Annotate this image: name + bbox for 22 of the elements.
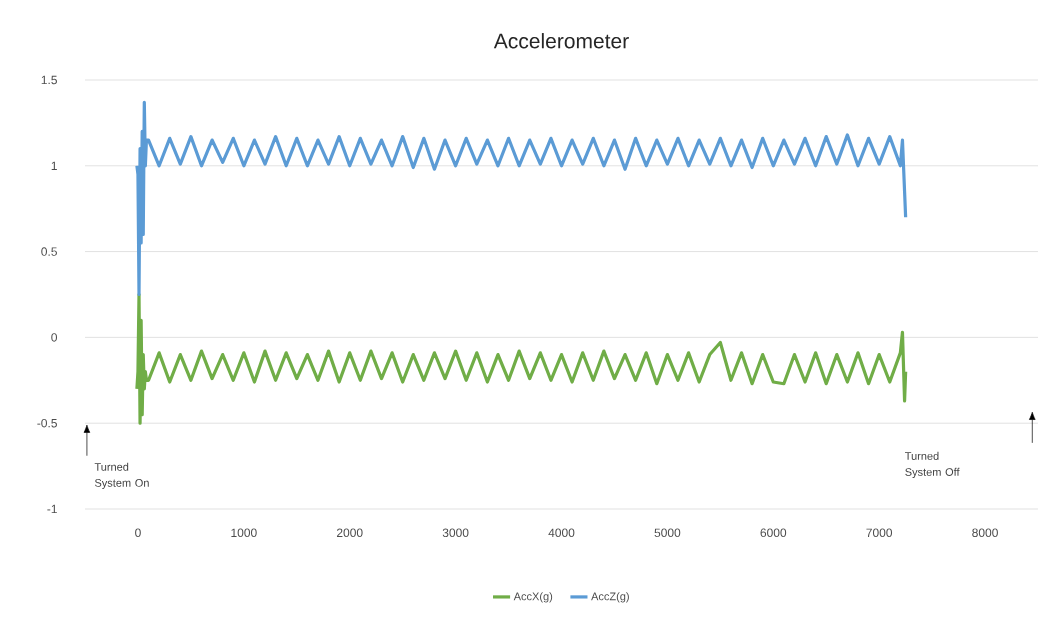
x-tick-label: 1000	[231, 528, 257, 538]
legend-label: AccZ(g)	[591, 592, 629, 603]
x-tick-label: 5000	[654, 528, 681, 538]
x-tick-label: 3000	[442, 528, 469, 538]
x-tick-label: 4000	[548, 528, 575, 538]
y-tick-label: 1.5	[41, 75, 57, 85]
y-tick-label: -0.5	[37, 418, 57, 428]
chart-title: Accelerometer	[493, 33, 629, 49]
annotation: Turned System Off	[905, 451, 960, 479]
annotation: Turned System On	[94, 462, 149, 489]
x-tick-label: 2000	[336, 528, 363, 538]
line-series	[135, 100, 908, 297]
y-tick-label: 0.5	[41, 247, 57, 256]
x-tick-label: 8000	[972, 528, 998, 538]
y-tick-label: 0	[51, 333, 58, 342]
y-tick-label: 1	[51, 161, 57, 170]
x-tick-label: 6000	[760, 528, 787, 538]
line-series	[135, 292, 908, 425]
x-tick-label: 0	[135, 528, 141, 538]
legend-label: AccX(g)	[513, 592, 553, 603]
y-tick-label: -1	[47, 504, 57, 514]
x-tick-label: 7000	[866, 528, 893, 538]
